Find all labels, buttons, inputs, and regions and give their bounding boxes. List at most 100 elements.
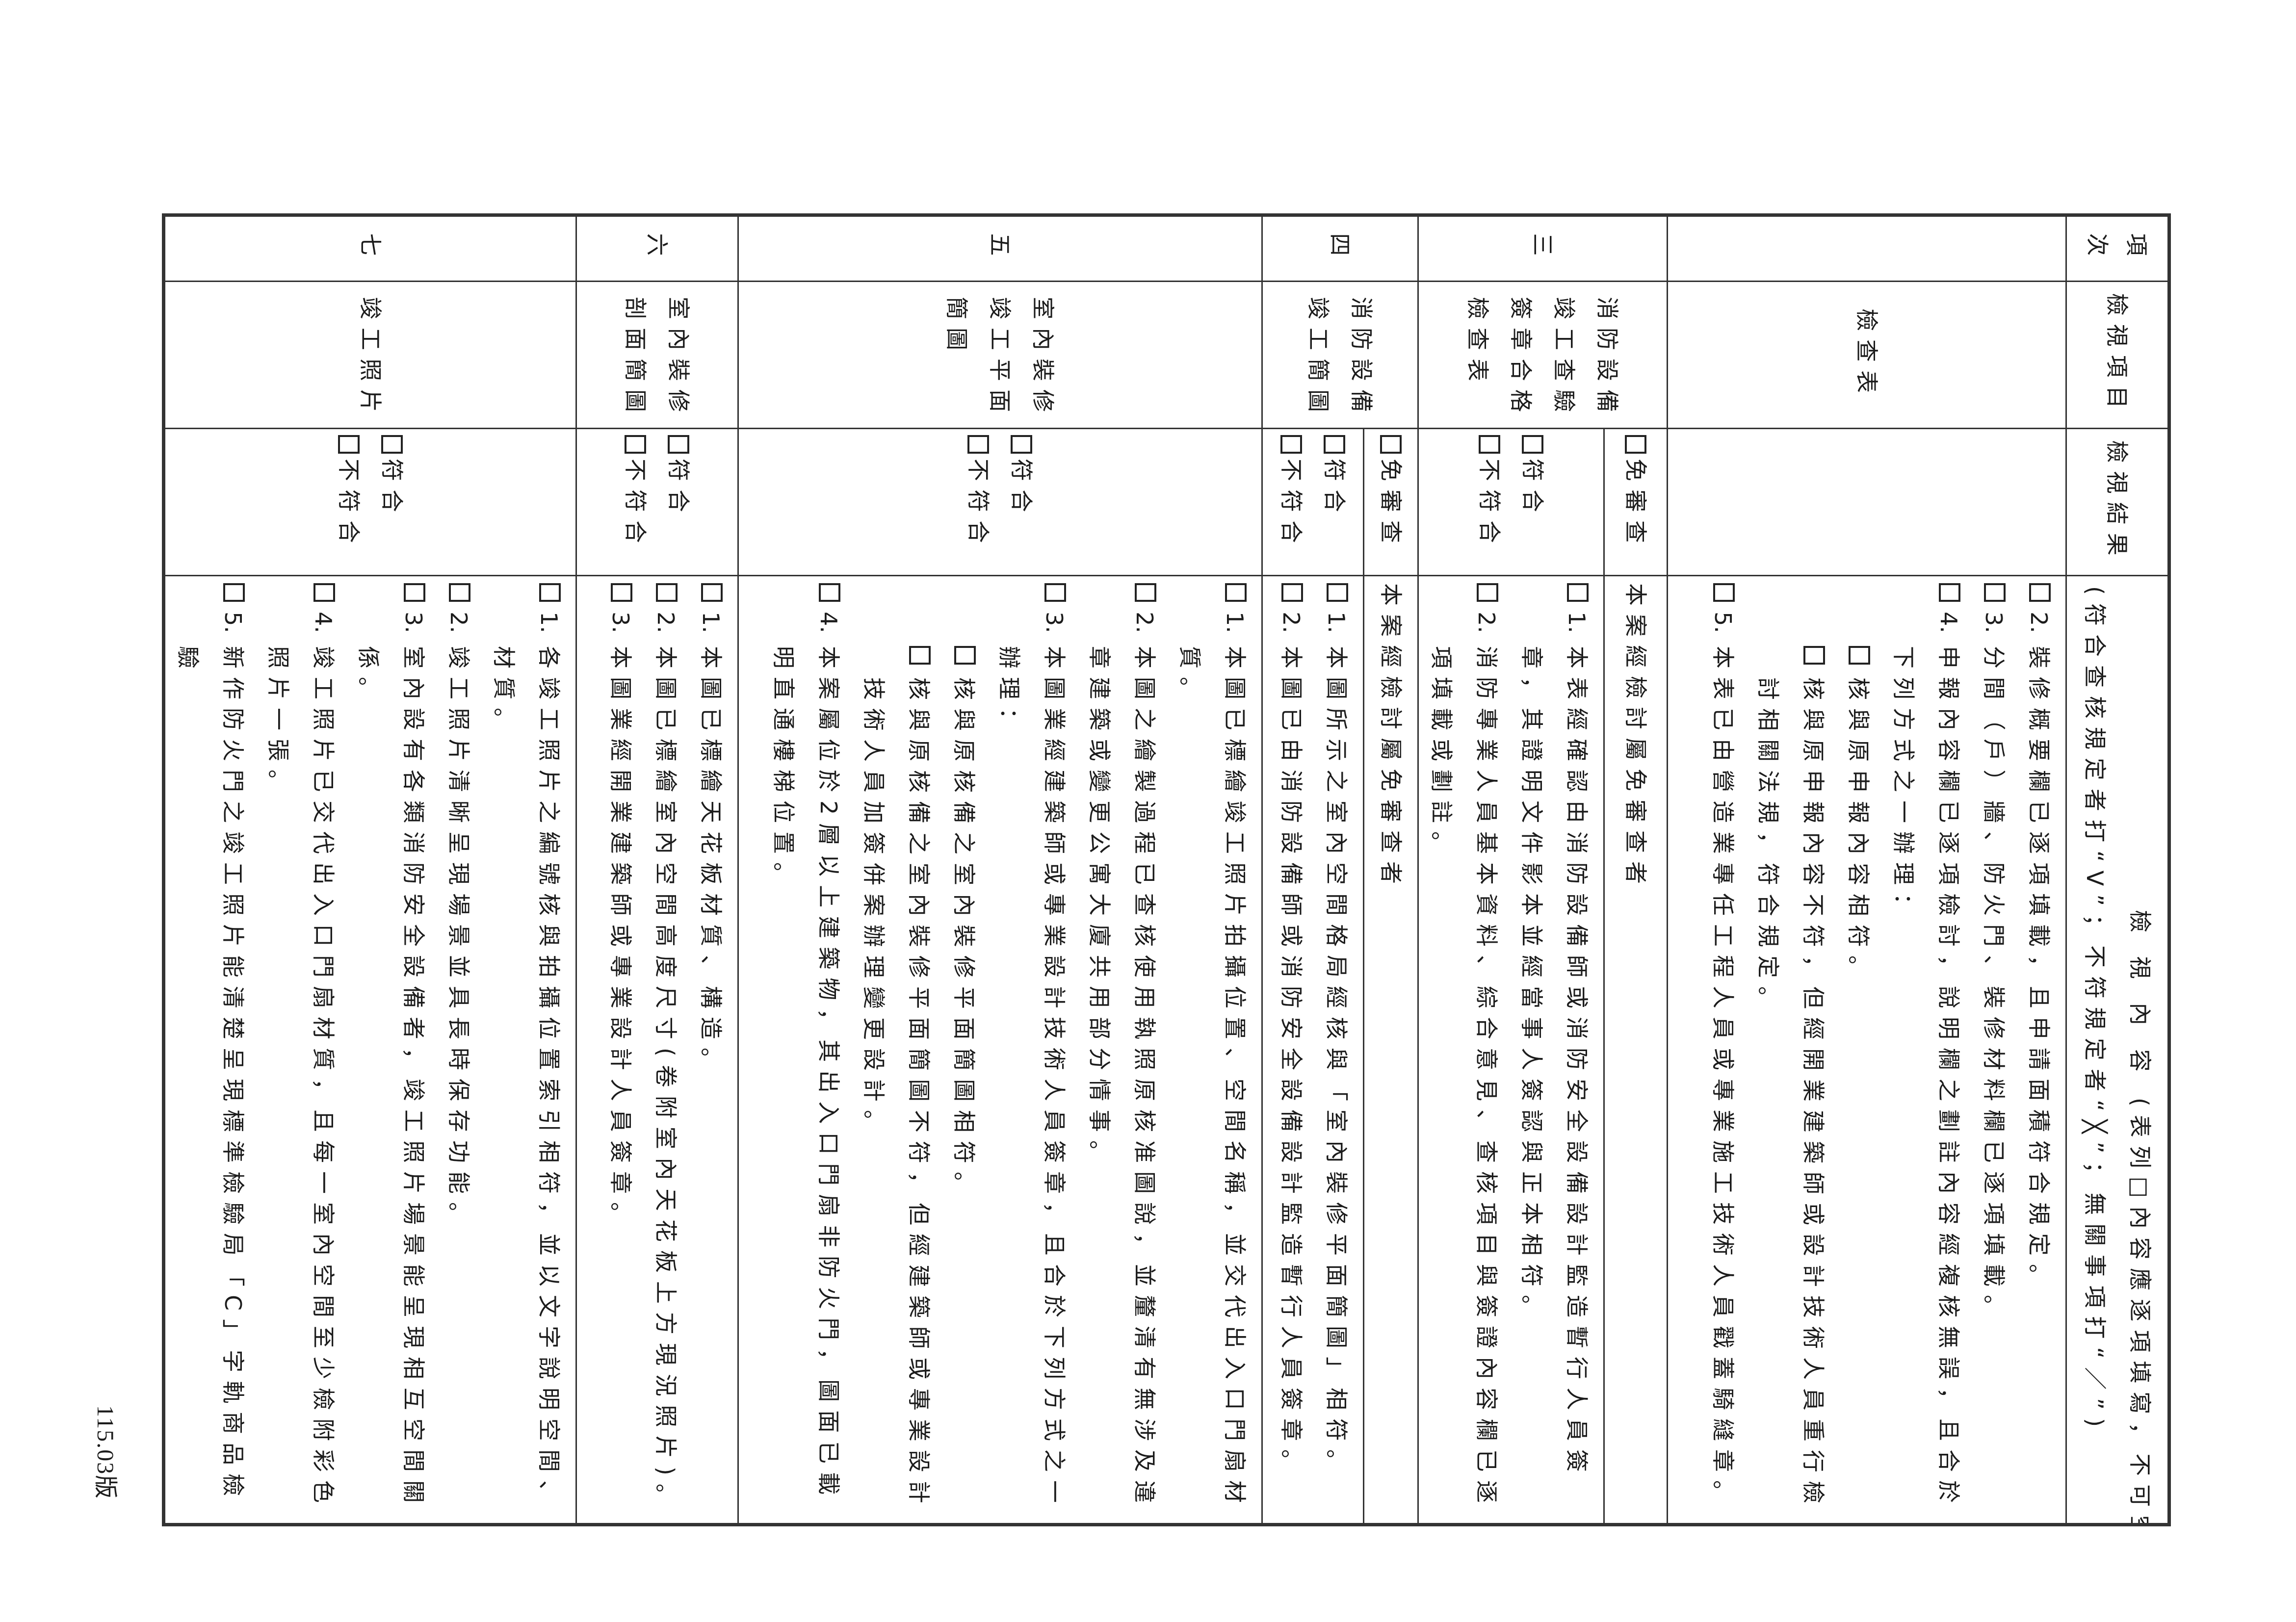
checklist-item-number: 1. [1323, 612, 1350, 633]
inspection-row: 檢查表 2. 裝修概要欄已逐項填載，且申請面積符合規定。 3. 分間（戶）牆、防火門、裝… [1667, 215, 2066, 1525]
checklist-item-number: 3. [400, 612, 427, 633]
checklist-item: 4. 申報內容欄已逐項檢討，說明欄之劃註內容經複核無誤，且合於下列方式之一辦理： [1881, 583, 1971, 1518]
checklist-item-number: 1. [698, 612, 724, 633]
exempt-checkbox[interactable] [1625, 435, 1646, 454]
checklist-item-checkbox[interactable] [611, 583, 632, 602]
fail-option-checkbox[interactable] [338, 435, 360, 454]
checklist-item-number: 2. [1131, 612, 1158, 633]
checklist-item-checkbox[interactable] [449, 583, 470, 602]
pass-option-checkbox[interactable] [1011, 435, 1033, 454]
checklist-item: 1. 本圖已標繪竣工照片拍攝位置、空間名稱，並交代出入口門扇材質。 [1167, 583, 1257, 1518]
fail-option[interactable]: 不符合 [327, 435, 370, 575]
inspection-item: 消防設備 竣工簡圖 [1262, 281, 1418, 429]
checklist-item-checkbox[interactable] [656, 583, 678, 602]
pass-option[interactable]: 符合 [1000, 435, 1044, 575]
sub-option-checkbox[interactable] [1849, 646, 1870, 665]
checklist-item: 2. 本圖之繪製過程已查核使用執照原核准圖說，並釐清有無涉及違章建築或變更公寓大廈… [1077, 583, 1167, 1518]
pass-option[interactable]: 符合 [1511, 435, 1554, 575]
checklist-item-text: 本圖已標繪天花板材質、構造。 [698, 646, 724, 1079]
checklist-item: 5. 新作防火門之竣工照片能清楚呈現標準檢驗局「C」字軌商品檢驗 [165, 583, 256, 1518]
checklist-item-checkbox[interactable] [223, 583, 245, 602]
inspection-item-line: 室內裝修 [665, 297, 692, 420]
checklist-item-checkbox[interactable] [1939, 583, 1960, 602]
inspection-result: 符合 不符合 [1418, 428, 1604, 576]
exempt-row: 三消防設備 竣工查驗 簽章合格 檢查表 免審查 本案經檢討屬免審查者 [1418, 215, 1668, 1525]
fail-option[interactable]: 不符合 [614, 435, 657, 575]
pass-option-label: 符合 [1008, 459, 1035, 520]
checklist-item-number: 2. [652, 612, 679, 633]
checklist-item-text: 本圖之繪製過程已查核使用執照原核准圖說，並釐清有無涉及違章建築或變更公寓大廈共用… [1086, 646, 1158, 1511]
checklist-item-text: 本圖業經建築師或專業設計技術人員簽章，且合於下列方式之一辦理： [996, 646, 1068, 1511]
exempt-row: 四消防設備 竣工簡圖 免審查 本案經檢討屬免審查者 [1262, 215, 1418, 1525]
checklist-item-checkbox[interactable] [1044, 583, 1066, 602]
inspection-row: 七竣工照片 符合 不符合 1. 各竣工照片之編號核與拍攝位置索引相符，並以文字說明空間、… [163, 215, 576, 1525]
exempt-label: 免審查 [1378, 459, 1404, 551]
exempt-note-text: 本案經檢討屬免審查者 [1622, 583, 1649, 892]
exempt-option[interactable]: 免審查 [1614, 435, 1657, 575]
fail-option-checkbox[interactable] [967, 435, 990, 454]
pass-option-checkbox[interactable] [668, 435, 690, 454]
header-item-number-line: 項 [2123, 233, 2150, 264]
inspection-content: 1. 本圖已標繪竣工照片拍攝位置、空間名稱，並交代出入口門扇材質。 2. 本圖之繪製過… [738, 575, 1262, 1525]
checklist-item-number: 5. [220, 612, 246, 633]
checklist-item-text: 本圖已由消防設備師或消防安全設備設計監造暫行人員簽章。 [1278, 646, 1305, 1480]
sub-option-checkbox[interactable] [1803, 646, 1825, 665]
fail-option-checkbox[interactable] [1280, 435, 1302, 454]
checklist-item-checkbox[interactable] [1327, 583, 1348, 602]
inspection-item-line: 剖面簡圖 [622, 297, 649, 420]
fail-option-label: 不符合 [965, 459, 992, 551]
checklist-item: 1. 各竣工照片之編號核與拍攝位置索引相符，並以文字說明空間、材質。 [481, 583, 572, 1518]
checklist-item-checkbox[interactable] [313, 583, 335, 602]
pass-option-checkbox[interactable] [381, 435, 403, 454]
checklist-item-checkbox[interactable] [2029, 583, 2051, 602]
fail-option[interactable]: 不符合 [1468, 435, 1511, 575]
checklist-item-checkbox[interactable] [1477, 583, 1498, 602]
exempt-note-text: 本案經檢討屬免審查者 [1378, 583, 1404, 892]
checklist-item-checkbox[interactable] [1135, 583, 1156, 602]
checklist-item-number: 5. [1710, 612, 1736, 633]
pass-option-label: 符合 [379, 459, 405, 520]
pass-option[interactable]: 符合 [1313, 435, 1356, 575]
sub-option-checkbox[interactable] [909, 646, 931, 665]
fail-option[interactable]: 不符合 [1270, 435, 1313, 575]
item-number [1667, 215, 2066, 282]
checklist-sub-option: 核與原核備之室內裝修平面簡圖相符。 [941, 646, 987, 1518]
exempt-checkbox[interactable] [1380, 435, 1402, 454]
checklist-item: 2. 竣工照片清晰呈現場景並具長時保存功能。 [436, 583, 481, 1518]
checklist-item-checkbox[interactable] [701, 583, 723, 602]
inspection-item-line: 簽章合格 [1508, 297, 1535, 420]
item-number: 七 [163, 215, 576, 282]
inspection-item-line: 消防設備 [1348, 297, 1375, 420]
inspection-row: 六室內裝修 剖面簡圖 符合 不符合 1. 本圖已標繪天花板材質、構造。 2. 本圖已標繪室內空… [576, 215, 738, 1525]
checklist-item-checkbox[interactable] [819, 583, 840, 602]
checklist-item: 3. 本圖業經建築師或專業設計技術人員簽章，且合於下列方式之一辦理： [987, 583, 1077, 1518]
checklist-item-checkbox[interactable] [1567, 583, 1589, 602]
checklist-item: 2. 裝修概要欄已逐項填載，且申請面積符合規定。 [2016, 583, 2061, 1518]
pass-option[interactable]: 符合 [657, 435, 701, 575]
sub-option-text: 核與原核備之室內裝修平面簡圖不符，但經建築師或專業設計技術人員加簽併案辦理變更設… [861, 677, 932, 1512]
fail-option-checkbox[interactable] [625, 435, 647, 454]
checklist-item-text: 本圖所示之室內空間格局經核與「室內裝修平面簡圖」相符。 [1323, 646, 1350, 1480]
checklist-item-checkbox[interactable] [1984, 583, 2006, 602]
checklist-item-checkbox[interactable] [1225, 583, 1247, 602]
exempt-option[interactable]: 免審查 [1369, 435, 1412, 575]
fail-option[interactable]: 不符合 [957, 435, 1000, 575]
inspection-result: 符合 不符合 [163, 428, 576, 576]
header-inspection-result: 檢視結果 [2066, 428, 2169, 576]
header-item-number: 項 次 [2066, 215, 2169, 282]
checklist-item: 4. 本案屬位於2層以上建築物，其出入口門扇非防火門，圖面已載明直通樓梯位置。 [761, 583, 851, 1518]
checklist-item-checkbox[interactable] [1281, 583, 1303, 602]
checklist-item-checkbox[interactable] [1713, 583, 1735, 602]
fail-option-checkbox[interactable] [1479, 435, 1500, 454]
pass-option-label: 符合 [1321, 459, 1348, 520]
checklist-item-number: 2. [2026, 612, 2052, 633]
checklist-item-checkbox[interactable] [539, 583, 561, 602]
checklist-item-checkbox[interactable] [404, 583, 425, 602]
pass-option-checkbox[interactable] [1522, 435, 1543, 454]
pass-option-checkbox[interactable] [1324, 435, 1345, 454]
checklist-item: 2. 本圖已標繪室內空間高度尺寸(卷附室內天花板上方現況照片)。 [643, 583, 688, 1518]
inspection-item-line: 檢查表 [1464, 297, 1491, 389]
inspection-item-line: 竣工平面 [987, 297, 1014, 420]
pass-option[interactable]: 符合 [370, 435, 414, 575]
sub-option-checkbox[interactable] [954, 646, 976, 665]
